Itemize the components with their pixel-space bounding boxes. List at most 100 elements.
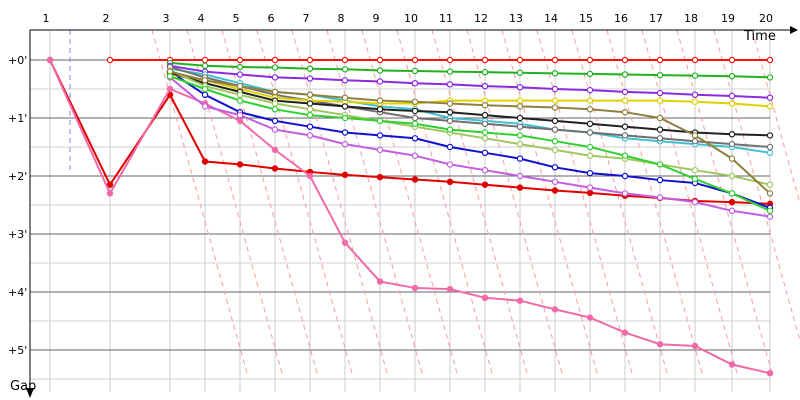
data-point	[691, 166, 699, 174]
lap-tick-label: 10	[404, 12, 418, 25]
data-point	[551, 70, 559, 77]
data-point	[411, 135, 419, 142]
data-point	[728, 207, 736, 214]
data-point	[376, 278, 384, 285]
guide-line	[256, 29, 353, 374]
data-point	[691, 56, 699, 64]
lap-labels: 1 2 3 4 5 6 7 8 9 10 11 12 13 14 15 16 17 18 19 20	[43, 12, 774, 25]
data-point	[728, 198, 736, 206]
y-axis-arrow	[26, 388, 34, 398]
data-point	[341, 94, 349, 101]
guide-line	[501, 29, 598, 374]
lap-tick-label: 11	[439, 12, 453, 25]
data-point	[551, 104, 559, 111]
data-point	[551, 137, 559, 145]
data-point	[271, 100, 279, 107]
lap-tick-label: 7	[303, 12, 310, 25]
data-point	[766, 149, 774, 156]
gap-tick-label: +2'	[8, 170, 27, 183]
data-point	[766, 181, 774, 188]
data-point	[481, 68, 489, 76]
series-line	[169, 71, 771, 137]
gap-tick-label: +3'	[8, 228, 27, 241]
data-point	[586, 70, 594, 78]
data-point	[446, 285, 454, 293]
data-point	[376, 132, 384, 139]
series-line	[169, 61, 771, 79]
data-point	[481, 56, 489, 64]
data-point	[271, 126, 279, 133]
data-point	[656, 89, 664, 97]
data-point	[411, 107, 419, 115]
data-point	[271, 64, 279, 71]
data-point	[341, 103, 349, 110]
data-point	[551, 85, 559, 93]
data-point	[691, 132, 699, 139]
series	[166, 73, 774, 214]
data-point	[621, 97, 629, 104]
data-point	[446, 126, 454, 133]
data-point	[516, 103, 524, 110]
data-point	[341, 140, 349, 148]
data-point	[236, 91, 244, 99]
data-point	[691, 72, 699, 79]
data-point	[271, 88, 279, 96]
data-point	[481, 129, 489, 136]
data-point	[586, 120, 594, 128]
data-point	[306, 111, 314, 119]
series-line	[169, 64, 771, 99]
data-point	[586, 97, 594, 104]
data-point	[481, 120, 489, 128]
data-point	[446, 100, 454, 107]
data-point	[551, 164, 559, 171]
x-axis-title: Time	[743, 29, 776, 44]
data-point	[516, 56, 524, 64]
lap-tick-label: 6	[268, 12, 275, 25]
data-point	[691, 137, 699, 145]
series	[46, 56, 774, 208]
lap-tick-label: 15	[579, 12, 593, 25]
data-point	[551, 117, 559, 125]
data-point	[341, 66, 349, 73]
lap-tick-label: 9	[373, 12, 380, 25]
data-point	[728, 56, 736, 64]
data-point	[106, 56, 114, 64]
data-point	[201, 103, 209, 110]
data-point	[728, 100, 736, 107]
data-point	[516, 140, 524, 148]
data-point	[586, 314, 594, 321]
data-point	[691, 198, 699, 206]
data-point	[411, 98, 419, 105]
series	[166, 74, 774, 220]
data-point	[656, 126, 664, 133]
data-point	[236, 82, 244, 90]
data-point	[446, 143, 454, 151]
data-point	[621, 56, 629, 64]
data-point	[586, 189, 594, 197]
data-point	[376, 56, 384, 64]
data-point	[516, 114, 524, 122]
data-point	[306, 75, 314, 82]
data-point	[201, 85, 209, 93]
data-point	[341, 77, 349, 84]
series-line	[169, 75, 771, 212]
data-point	[766, 132, 774, 139]
data-point	[481, 82, 489, 90]
data-point	[551, 178, 559, 185]
series	[106, 56, 774, 64]
gap-tick-label: +5'	[8, 344, 27, 357]
data-point	[656, 135, 664, 142]
data-point	[481, 102, 489, 109]
guide-line	[571, 29, 668, 374]
data-point	[306, 123, 314, 130]
data-point	[411, 120, 419, 128]
series	[166, 59, 774, 81]
data-point	[656, 176, 664, 184]
data-point	[621, 123, 629, 130]
data-point	[446, 81, 454, 88]
data-point	[656, 341, 664, 348]
data-point	[271, 106, 279, 113]
data-point	[201, 62, 209, 70]
data-point	[766, 207, 774, 214]
series	[166, 65, 774, 156]
